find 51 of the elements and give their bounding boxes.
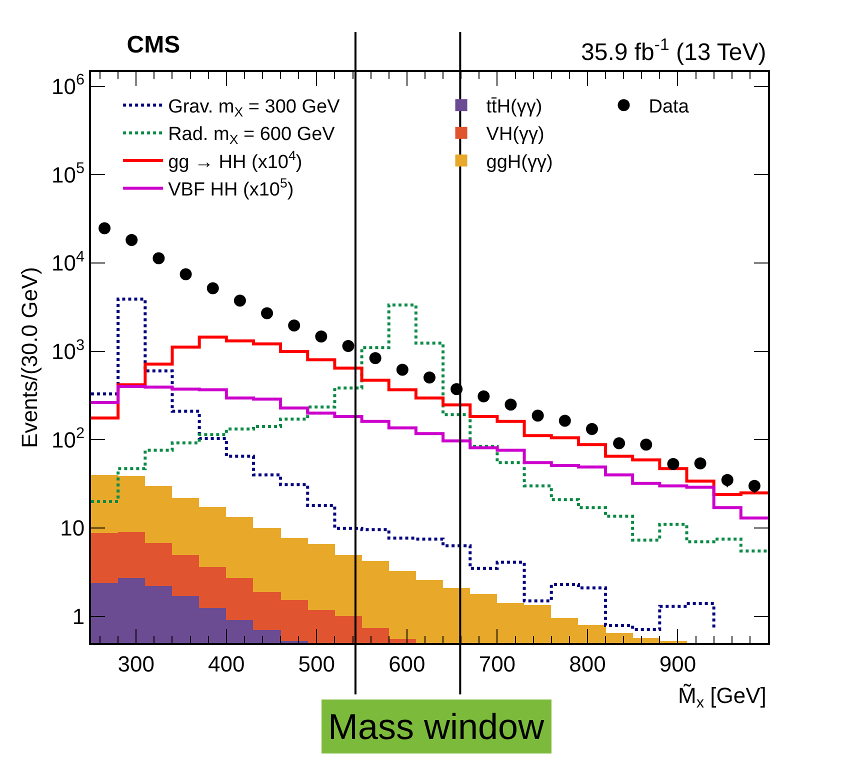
y-tick-label: 10$^{5}$ xyxy=(52,160,85,188)
point xyxy=(558,414,571,427)
point xyxy=(369,352,382,364)
legend-label: ggH(γγ) xyxy=(486,152,553,173)
x-tick-label: 400 xyxy=(208,651,245,676)
x-axis-title: M̃$_{x}$ [GeV] xyxy=(678,683,766,712)
point xyxy=(261,307,274,320)
point xyxy=(424,371,436,384)
x-tick-label: 300 xyxy=(118,651,154,676)
legend-label: Grav. m$_{X}$ = 300 GeV xyxy=(168,96,340,120)
legend-label: tt̄H(γγ) xyxy=(486,96,542,118)
x-tick-label: 800 xyxy=(569,651,606,676)
y-tick-label: 10$^{2}$ xyxy=(52,425,85,452)
x-tick-label: 900 xyxy=(659,651,696,676)
point xyxy=(478,390,490,402)
point xyxy=(288,320,300,332)
legend-label: gg → HH (x10$^{4}$) xyxy=(168,148,302,173)
x-tick-label: 700 xyxy=(478,651,516,676)
y-tick-label: 10$^{4}$ xyxy=(52,248,86,276)
text: Mass window xyxy=(328,706,546,747)
point xyxy=(180,268,192,280)
y-tick-label: 1 xyxy=(72,604,85,630)
point xyxy=(721,474,734,486)
legend-label: Rad. m$_{X}$ = 600 GeV xyxy=(168,124,336,148)
point xyxy=(640,438,652,451)
point xyxy=(504,398,517,411)
point xyxy=(748,480,760,492)
point xyxy=(667,458,680,470)
legend-label: VH(γγ) xyxy=(486,124,544,146)
point xyxy=(532,410,544,422)
y-tick-label: 10$^{6}$ xyxy=(52,72,85,99)
point xyxy=(613,437,626,450)
legend-label: VBF HH (x10$^{5}$) xyxy=(168,176,294,201)
point xyxy=(206,282,219,294)
chart-subtitle: 35.9 fb$^{-1}$ (13 TeV) xyxy=(581,35,766,66)
y-tick-label: 10$^{3}$ xyxy=(52,336,85,364)
point xyxy=(126,234,138,246)
point xyxy=(152,252,165,264)
x-tick-label: 600 xyxy=(388,651,426,676)
point xyxy=(315,330,328,343)
point xyxy=(396,364,408,376)
legend-label: Data xyxy=(648,96,690,118)
y-axis-title: Events/(30.0 GeV) xyxy=(16,267,42,448)
point xyxy=(694,457,706,470)
point xyxy=(342,340,354,352)
chart-title: CMS xyxy=(126,31,180,58)
point xyxy=(98,222,111,234)
y-tick-label: 10 xyxy=(60,516,85,541)
point xyxy=(586,423,598,436)
x-tick-label: 500 xyxy=(298,651,336,676)
point xyxy=(234,294,246,307)
